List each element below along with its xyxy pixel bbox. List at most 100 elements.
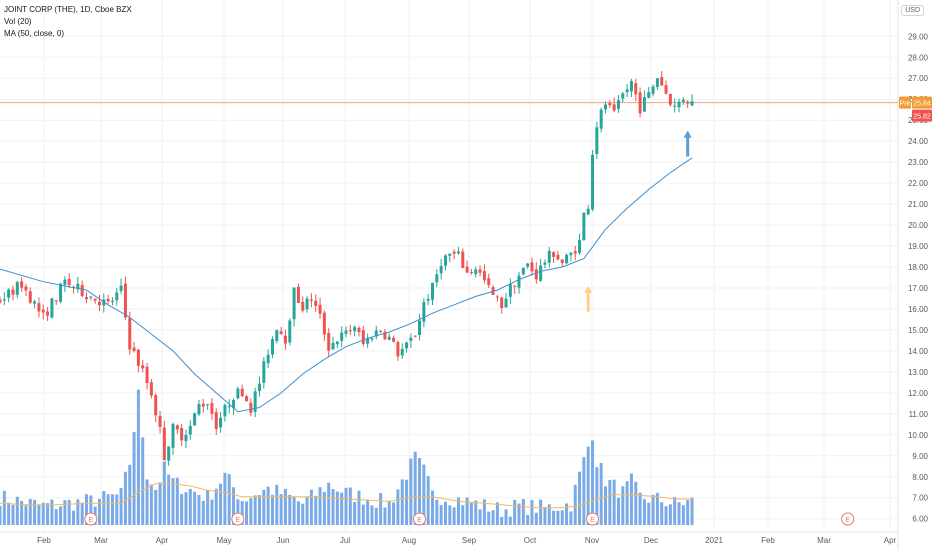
volume-bar xyxy=(690,497,694,525)
volume-bar xyxy=(154,489,158,525)
volume-bar xyxy=(604,486,607,525)
volume-indicator-label[interactable]: Vol (20) xyxy=(4,17,32,26)
candle xyxy=(158,411,162,434)
candle xyxy=(240,384,244,398)
earnings-marker[interactable]: E xyxy=(841,512,855,526)
volume-bar xyxy=(322,491,326,525)
volume-bar xyxy=(508,516,512,525)
volume-bar xyxy=(136,389,140,525)
volume-bar xyxy=(392,502,396,525)
candle xyxy=(97,294,101,311)
chart-legend: JOINT CORP (THE), 1D, Cboe BZX Vol (20) … xyxy=(4,4,132,40)
candle xyxy=(89,296,93,301)
volume-bar xyxy=(686,500,690,525)
volume-bar xyxy=(171,478,175,525)
candle xyxy=(439,258,443,280)
volume-bar xyxy=(439,505,443,525)
volume-bar xyxy=(249,498,253,525)
price-tick-label: 7.00 xyxy=(912,494,928,503)
volume-bar xyxy=(539,499,543,525)
price-axis[interactable]: 6.00 7.00 8.00 9.00 10.00 11.00 12.00 13.00 14.0… xyxy=(908,32,929,523)
volume-bar xyxy=(340,492,344,525)
candle xyxy=(296,283,300,304)
ma-50-line xyxy=(0,157,693,413)
candle xyxy=(149,379,153,399)
volume-bar xyxy=(188,488,192,525)
volume-bar xyxy=(318,487,322,525)
volume-bar xyxy=(629,473,633,525)
volume-bar xyxy=(370,505,374,525)
volume-bar xyxy=(504,509,508,525)
volume-bar xyxy=(266,486,270,525)
volume-bar xyxy=(7,502,11,525)
volume-bar xyxy=(305,497,309,525)
earnings-marker[interactable]: E xyxy=(231,512,245,526)
candle xyxy=(474,266,478,278)
candle xyxy=(383,329,387,340)
price-tick-label: 14.00 xyxy=(908,347,929,356)
ma-indicator-label[interactable]: MA (50, close, 0) xyxy=(4,29,65,38)
candle xyxy=(379,329,383,333)
volume-bar xyxy=(625,481,629,525)
candle xyxy=(0,296,2,304)
volume-bar xyxy=(89,495,93,525)
earnings-marker[interactable]: E xyxy=(586,512,600,526)
candle xyxy=(110,297,114,306)
volume-bar xyxy=(560,510,564,525)
candle xyxy=(67,273,71,289)
earnings-marker[interactable]: E xyxy=(413,512,427,526)
price-tick-label: 29.00 xyxy=(908,32,929,41)
candle xyxy=(115,287,119,306)
volume-bar xyxy=(383,507,387,525)
earnings-marker[interactable]: E xyxy=(84,512,98,526)
candle xyxy=(547,246,551,268)
volume-bar xyxy=(513,499,517,525)
volume-bar xyxy=(110,494,114,525)
volume-bar xyxy=(469,502,473,525)
volume-bar xyxy=(158,482,162,525)
volume-bar xyxy=(612,479,616,525)
candle xyxy=(578,233,582,255)
candle xyxy=(301,296,305,313)
candle xyxy=(28,287,32,305)
time-tick-label: Jun xyxy=(277,536,290,545)
candle xyxy=(128,311,132,355)
candle xyxy=(93,298,97,304)
candle xyxy=(46,307,50,322)
volume-bar xyxy=(409,458,413,525)
time-tick-label: Aug xyxy=(402,536,416,545)
volume-bar xyxy=(327,482,331,525)
candle xyxy=(469,268,473,275)
volume-bar xyxy=(167,474,171,525)
candle xyxy=(167,446,171,466)
candle xyxy=(556,250,560,261)
candle xyxy=(322,310,326,341)
currency-label[interactable]: USD xyxy=(901,5,924,16)
candle xyxy=(431,282,434,306)
candle xyxy=(673,98,677,113)
volume-bar xyxy=(175,477,179,525)
candle xyxy=(495,294,499,302)
candle xyxy=(154,393,158,422)
volume-bar xyxy=(2,490,6,525)
candle xyxy=(409,333,413,348)
volume-bar xyxy=(569,511,573,525)
volume-bar xyxy=(279,494,283,525)
volume-bar xyxy=(149,484,153,525)
volume-bar xyxy=(106,494,110,525)
last-price-badge: 25.82 xyxy=(912,109,932,122)
svg-text:E: E xyxy=(845,517,850,524)
volume-bar xyxy=(80,502,84,525)
price-tick-label: 12.00 xyxy=(908,389,929,398)
time-axis[interactable]: Feb Mar Apr May Jun Jul Aug Sep Oct Nov Dec 2021 Feb… xyxy=(37,536,896,545)
candle xyxy=(664,80,668,95)
candle xyxy=(461,248,465,269)
volume-bar xyxy=(0,505,2,525)
price-tick-label: 16.00 xyxy=(908,305,929,314)
volume-bar xyxy=(379,492,383,525)
symbol-title[interactable]: JOINT CORP (THE), 1D, Cboe BZX xyxy=(4,5,132,14)
candle xyxy=(491,284,495,296)
blue-up-arrow xyxy=(683,130,692,157)
